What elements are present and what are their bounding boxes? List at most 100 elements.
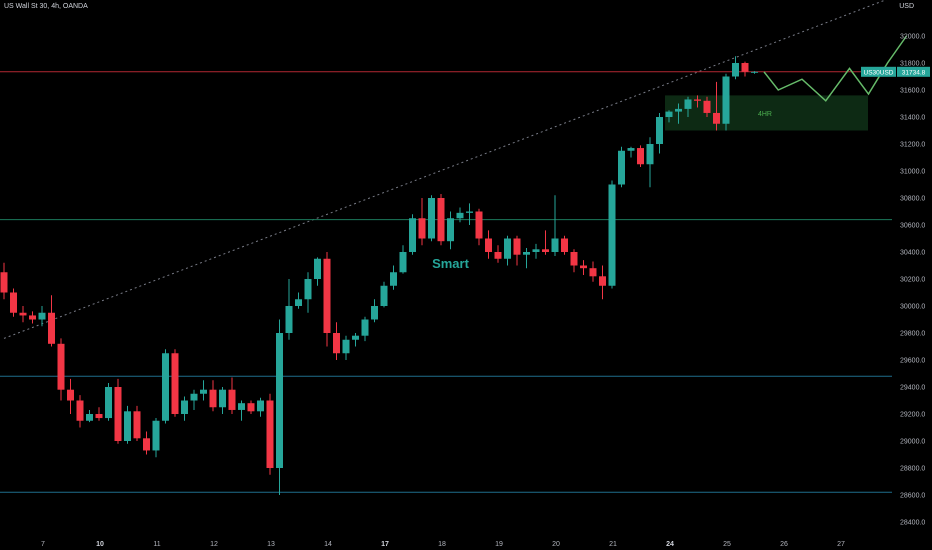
x-tick-label: 7 bbox=[41, 541, 45, 548]
candle-body bbox=[371, 306, 378, 320]
candle-body bbox=[276, 333, 283, 468]
candle-body bbox=[19, 312, 27, 316]
y-tick-label: 28400.0 bbox=[900, 520, 925, 527]
x-tick-label: 12 bbox=[210, 541, 218, 548]
candle-body bbox=[703, 100, 711, 113]
candle-body bbox=[684, 99, 692, 109]
x-tick-label: 11 bbox=[153, 541, 160, 548]
candle-body bbox=[105, 387, 112, 419]
y-tick-label: 29000.0 bbox=[900, 439, 925, 446]
y-tick-label: 31400.0 bbox=[900, 115, 925, 122]
x-tick-label: 10 bbox=[96, 541, 104, 548]
candle-body bbox=[219, 389, 226, 408]
candle-body bbox=[0, 272, 8, 293]
candle-body bbox=[456, 212, 464, 219]
candle-body bbox=[352, 335, 359, 340]
y-tick-label: 28800.0 bbox=[900, 466, 925, 473]
candle-body bbox=[295, 299, 302, 306]
candle-body bbox=[618, 150, 625, 185]
candle-body bbox=[741, 63, 749, 72]
candle-body bbox=[551, 238, 559, 252]
y-tick-label: 29200.0 bbox=[900, 412, 925, 419]
x-tick-label: 26 bbox=[780, 541, 788, 548]
candle-body bbox=[314, 258, 321, 279]
y-tick-label: 31600.0 bbox=[900, 88, 925, 95]
candle-body bbox=[722, 76, 730, 124]
candle-body bbox=[67, 389, 74, 401]
y-tick-label: 29400.0 bbox=[900, 385, 925, 392]
candle-body bbox=[608, 184, 616, 286]
candle-body bbox=[713, 112, 720, 124]
candle-body bbox=[361, 319, 369, 336]
x-tick-label: 20 bbox=[552, 541, 560, 548]
candle-body bbox=[532, 249, 540, 252]
candle-body bbox=[580, 265, 587, 269]
x-tick-label: 13 bbox=[267, 541, 275, 548]
candle-body bbox=[694, 99, 701, 101]
x-tick-label: 18 bbox=[438, 541, 446, 548]
candle-body bbox=[238, 403, 245, 410]
candle-body bbox=[95, 414, 103, 419]
x-tick-label: 27 bbox=[837, 541, 845, 548]
y-tick-label: 30600.0 bbox=[900, 223, 925, 230]
candle-body bbox=[133, 411, 141, 439]
y-tick-label: 31200.0 bbox=[900, 142, 925, 149]
candle-body bbox=[162, 353, 169, 421]
y-tick-label: 29600.0 bbox=[900, 358, 925, 365]
candle-body bbox=[665, 111, 673, 117]
trendline bbox=[3, 0, 887, 339]
candle-body bbox=[589, 268, 597, 277]
y-tick-label: 30200.0 bbox=[900, 277, 925, 284]
candle-body bbox=[513, 238, 521, 255]
supply-zone bbox=[665, 95, 868, 131]
candle-body bbox=[570, 252, 578, 266]
candle-body bbox=[399, 252, 407, 273]
candle-body bbox=[646, 144, 654, 165]
candle-body bbox=[143, 438, 150, 451]
candle-body bbox=[732, 63, 739, 77]
candle-body bbox=[190, 393, 198, 401]
candle-body bbox=[57, 343, 65, 390]
annotation-text: Smart bbox=[432, 256, 470, 271]
y-tick-label: 28600.0 bbox=[900, 493, 925, 500]
currency-label: USD bbox=[899, 3, 914, 10]
y-tick-label: 30000.0 bbox=[900, 304, 925, 311]
symbol-badge bbox=[861, 66, 896, 77]
candle-body bbox=[599, 276, 606, 286]
candle-body bbox=[228, 389, 236, 410]
candle-body bbox=[428, 198, 435, 239]
candle-body bbox=[494, 252, 502, 259]
candle-body bbox=[152, 420, 160, 451]
candle-body bbox=[637, 148, 644, 165]
candle-body bbox=[124, 411, 131, 441]
candle-body bbox=[504, 238, 511, 259]
candle-body bbox=[171, 353, 179, 414]
x-tick-label: 21 bbox=[609, 541, 617, 548]
candle-body bbox=[380, 285, 388, 306]
candle-body bbox=[285, 306, 293, 333]
candle-body bbox=[485, 238, 492, 252]
candle-body bbox=[656, 117, 663, 144]
candle-body bbox=[475, 211, 483, 239]
y-tick-label: 31000.0 bbox=[900, 169, 925, 176]
y-tick-label: 32000.0 bbox=[900, 34, 925, 41]
y-tick-label: 31800.0 bbox=[900, 61, 925, 68]
candle-body bbox=[114, 387, 122, 441]
candle-body bbox=[257, 400, 264, 412]
candle-body bbox=[209, 389, 217, 408]
chart-title: US Wall St 30, 4h, OANDA bbox=[4, 3, 88, 10]
candle-body bbox=[333, 333, 340, 354]
zone-label: 4HR bbox=[758, 111, 772, 118]
y-tick-label: 30800.0 bbox=[900, 196, 925, 203]
candle-body bbox=[304, 279, 312, 300]
candle-body bbox=[76, 400, 84, 421]
candle-body bbox=[266, 400, 274, 468]
candle-body bbox=[342, 339, 350, 354]
candle-body bbox=[48, 312, 55, 344]
candle-body bbox=[561, 238, 568, 252]
candle-body bbox=[38, 312, 46, 320]
candle-body bbox=[247, 403, 255, 412]
candle-body bbox=[447, 218, 454, 242]
candle-body bbox=[390, 272, 397, 286]
